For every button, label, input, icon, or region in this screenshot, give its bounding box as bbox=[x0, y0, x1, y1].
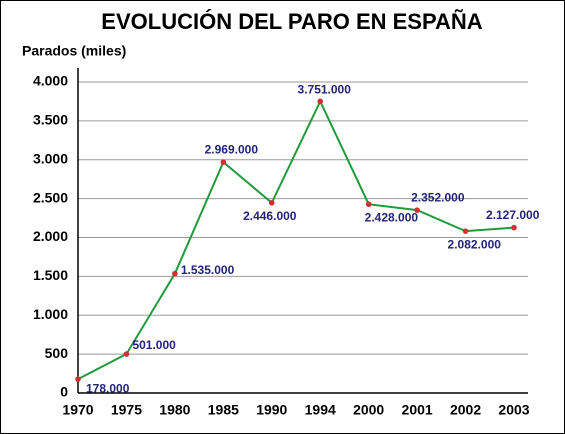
data-point bbox=[462, 228, 469, 234]
y-tick-label: 1.000 bbox=[33, 306, 68, 322]
x-tick-label: 1990 bbox=[256, 402, 287, 418]
y-tick-label: 0 bbox=[60, 384, 68, 400]
data-point bbox=[511, 224, 517, 231]
data-point bbox=[123, 351, 130, 357]
data-point bbox=[414, 207, 420, 213]
x-tick-label: 1970 bbox=[62, 402, 93, 418]
data-point bbox=[75, 376, 81, 382]
y-tick-label: 500 bbox=[45, 345, 69, 361]
chart-title: EVOLUCIÓN DEL PARO EN ESPAÑA bbox=[101, 9, 482, 34]
data-line bbox=[77, 99, 515, 381]
data-label: 178.000 bbox=[86, 381, 130, 395]
x-tick-label: 2001 bbox=[402, 402, 433, 418]
data-label: 2.428.000 bbox=[365, 210, 419, 224]
data-label: 2.969.000 bbox=[205, 142, 259, 156]
x-tick-label: 1980 bbox=[159, 402, 190, 418]
x-tick-label: 2000 bbox=[353, 402, 384, 418]
data-label: 2.127.000 bbox=[486, 208, 540, 222]
y-tick-label: 4.000 bbox=[33, 73, 68, 89]
data-point bbox=[268, 200, 275, 206]
y-tick-label: 2.000 bbox=[33, 228, 68, 244]
x-tick-label: 1985 bbox=[208, 402, 239, 418]
y-tick-label: 1.500 bbox=[33, 267, 68, 283]
x-tick-label: 2002 bbox=[450, 402, 481, 418]
x-tick-label: 1975 bbox=[111, 402, 142, 418]
data-point bbox=[220, 159, 227, 165]
y-axis-label: Parados (miles) bbox=[22, 43, 126, 59]
data-label: 2.352.000 bbox=[411, 190, 465, 204]
y-tick-label: 3.500 bbox=[33, 112, 68, 128]
data-label: 2.082.000 bbox=[448, 237, 502, 251]
data-label: 2.446.000 bbox=[243, 209, 297, 223]
y-tick-label: 2.500 bbox=[33, 189, 68, 205]
data-point bbox=[365, 201, 372, 208]
y-tick-label: 3.000 bbox=[33, 150, 68, 166]
data-label: 501.000 bbox=[132, 338, 176, 352]
data-label: 3.751.000 bbox=[298, 83, 352, 97]
x-tick-label: 2003 bbox=[498, 402, 529, 418]
x-tick-label: 1994 bbox=[305, 402, 336, 418]
data-label: 1.535.000 bbox=[181, 263, 235, 277]
data-point bbox=[317, 98, 324, 105]
data-point bbox=[172, 270, 178, 277]
